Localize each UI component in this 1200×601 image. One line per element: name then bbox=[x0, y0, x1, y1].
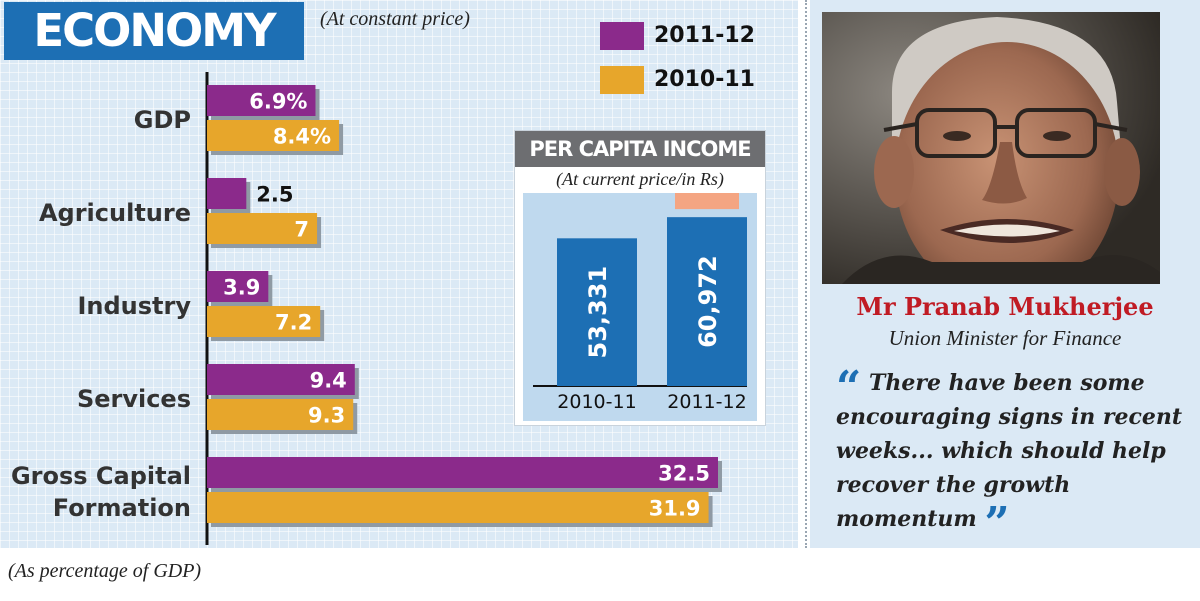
bar-2011-12 bbox=[207, 457, 718, 488]
per-capita-value-label: 53,331 bbox=[584, 266, 612, 359]
minister-name: Mr Pranab Mukherjee bbox=[856, 292, 1154, 321]
per-capita-title: PER CAPITA INCOME bbox=[515, 131, 765, 167]
bar-value-label: 7 bbox=[294, 218, 309, 242]
minister-quote: “ There have been some encouraging signs… bbox=[836, 366, 1188, 546]
category-label: Agriculture bbox=[39, 199, 191, 227]
bar-value-label: 9.4 bbox=[310, 369, 347, 393]
per-capita-value-label: 60,972 bbox=[694, 255, 722, 348]
bar-2010-11 bbox=[207, 213, 318, 244]
bar-2011-12 bbox=[207, 271, 269, 302]
page-subtitle: (At constant price) bbox=[320, 8, 470, 30]
panel-divider bbox=[805, 0, 807, 548]
legend-label: 2010-11 bbox=[654, 67, 755, 92]
category-label: Services bbox=[77, 385, 191, 413]
category-label: Industry bbox=[77, 292, 191, 320]
quote-text: There have been some encouraging signs i… bbox=[836, 370, 1182, 532]
legend-swatch bbox=[600, 22, 644, 50]
bar-2010-11 bbox=[207, 399, 354, 430]
per-capita-income-box: PER CAPITA INCOME (At current price/in R… bbox=[514, 129, 766, 426]
growth-arrow-icon bbox=[657, 129, 757, 210]
bar-value-label: 2.5 bbox=[256, 183, 293, 207]
bar-value-label: 8.4% bbox=[273, 125, 331, 149]
category-label: GDP bbox=[134, 106, 191, 134]
bar-value-label: 6.9% bbox=[249, 90, 307, 114]
page-title: ECONOMY bbox=[4, 2, 304, 60]
bar-2010-11 bbox=[207, 306, 321, 337]
sector-growth-chart: GDP 6.9% 8.4% Agriculture 2.57 Industry 3.9 7.2… bbox=[11, 72, 722, 545]
bar-value-label: 31.9 bbox=[649, 497, 701, 521]
close-quote-icon: ” bbox=[984, 498, 1010, 549]
bar-2010-11 bbox=[207, 492, 709, 523]
bar-2010-11 bbox=[207, 120, 340, 151]
per-capita-bar bbox=[557, 238, 637, 386]
bar-value-label: 3.9 bbox=[223, 276, 260, 300]
legend-label: 2011-12 bbox=[654, 23, 755, 48]
category-label: Gross Capital Formation bbox=[11, 462, 191, 522]
per-capita-category-label: 2010-11 bbox=[557, 391, 636, 413]
legend-swatch bbox=[600, 66, 644, 94]
bar-value-label: 9.3 bbox=[308, 404, 345, 428]
per-capita-subtitle: (At current price/in Rs) bbox=[556, 169, 724, 189]
per-capita-category-label: 2011-12 bbox=[667, 391, 746, 413]
minister-photo bbox=[822, 12, 1160, 284]
per-capita-bar bbox=[667, 217, 747, 386]
bar-2011-12 bbox=[207, 178, 247, 209]
bar-2011-12 bbox=[207, 85, 316, 116]
footnote: (As percentage of GDP) bbox=[8, 560, 202, 582]
bar-value-label: 7.2 bbox=[275, 311, 312, 335]
minister-role: Union Minister for Finance bbox=[888, 326, 1122, 350]
bar-2011-12 bbox=[207, 364, 355, 395]
bar-value-label: 32.5 bbox=[658, 462, 710, 486]
